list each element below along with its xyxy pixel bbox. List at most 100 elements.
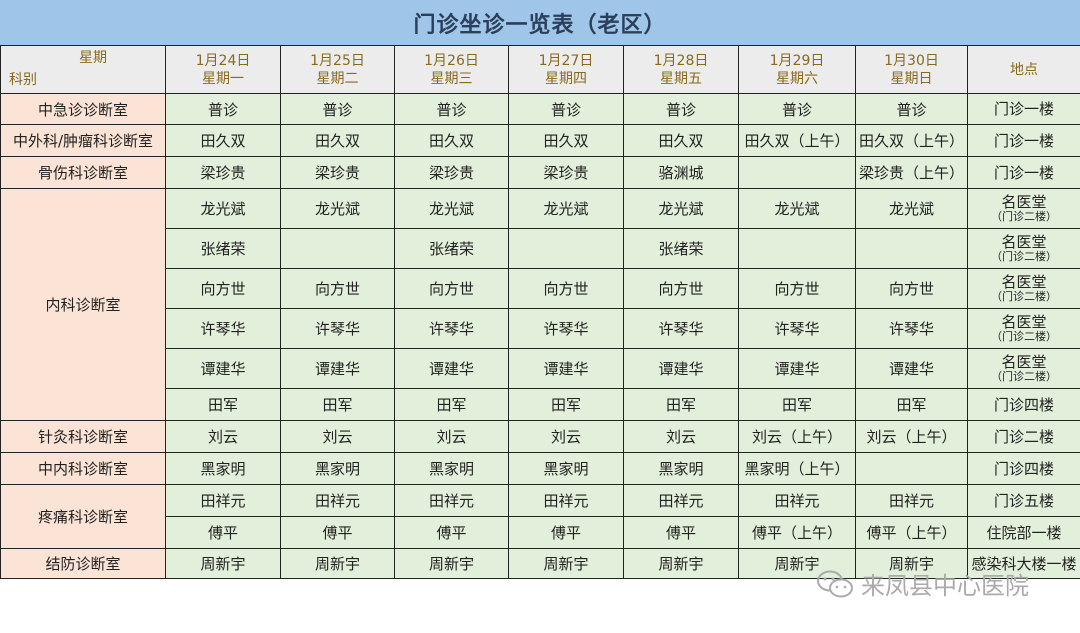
department-name: 结防诊断室: [0, 548, 166, 579]
doctor-cell: [738, 228, 856, 269]
table-row: 骨伤科诊断室 梁珍贵 梁珍贵 梁珍贵 梁珍贵 骆渊城 梁珍贵（上午） 门诊一楼: [0, 156, 1080, 189]
department-axis-label: 科别: [9, 72, 37, 88]
doctor-cell: 黑家明: [623, 452, 739, 485]
department-name: 内科诊断室: [0, 188, 166, 421]
doctor-cell: 田军: [394, 388, 509, 421]
doctor-cell: 傅平: [280, 516, 395, 549]
schedule-table: 星期 科别 1月24日 星期一 1月25日 星期二 1月26日 星期三 1月27日 星期四 1月…: [0, 45, 1080, 579]
doctor-cell: 刘云: [165, 420, 281, 453]
doctor-cell: 普诊: [394, 93, 509, 125]
doctor-cell: 龙光斌: [623, 188, 739, 229]
location-main: 住院部一楼: [986, 523, 1062, 542]
day-date: 1月29日: [769, 52, 825, 69]
doctor-cell: 周新宇: [508, 548, 624, 579]
table-row: 谭建华 谭建华 谭建华 谭建华 谭建华 谭建华 谭建华 名医堂 （门诊二楼）: [1, 348, 1080, 389]
department-name: 中内科诊断室: [0, 452, 166, 485]
doctor-cell: 许琴华: [165, 308, 281, 349]
doctor-cell: 普诊: [623, 93, 739, 125]
doctor-cell: 龙光斌: [855, 188, 968, 229]
doctor-cell: 向方世: [165, 268, 281, 309]
doctor-cell: 张绪荣: [165, 228, 281, 269]
doctor-cell: 龙光斌: [394, 188, 509, 229]
table-row: 田军 田军 田军 田军 田军 田军 田军 门诊四楼: [1, 388, 1080, 421]
location-main: 门诊四楼: [993, 459, 1054, 478]
doctor-cell: 黑家明: [280, 452, 395, 485]
doctor-cell: 许琴华: [394, 308, 509, 349]
watermark-text: 来凤县中心医院: [861, 572, 1029, 600]
doctor-cell: 傅平: [508, 516, 624, 549]
doctor-cell: 张绪荣: [623, 228, 739, 269]
watermark: 来凤县中心医院: [815, 566, 1029, 601]
doctor-cell: 田祥元: [280, 484, 395, 517]
doctor-cell: 谭建华: [738, 348, 856, 389]
table-row: 疼痛科诊断室 田祥元 田祥元 田祥元 田祥元 田祥元 田祥元 田祥元 门诊五楼: [0, 484, 1080, 549]
doctor-cell: 田久双: [165, 124, 281, 157]
doctor-cell: 傅平（上午）: [855, 516, 968, 549]
doctor-cell: 田久双: [394, 124, 509, 157]
location-main: 门诊五楼: [993, 491, 1054, 510]
doctor-cell: 谭建华: [394, 348, 509, 389]
location-cell: 住院部一楼: [967, 516, 1080, 549]
doctor-cell: 黑家明: [508, 452, 624, 485]
doctor-cell: 刘云（上午）: [738, 420, 856, 453]
location-cell: 门诊四楼: [967, 388, 1080, 421]
table-row: 向方世 向方世 向方世 向方世 向方世 向方世 向方世 名医堂 （门诊二楼）: [1, 268, 1080, 309]
doctor-cell: 谭建华: [623, 348, 739, 389]
table-row: 结防诊断室 周新宇 周新宇 周新宇 周新宇 周新宇 周新宇 周新宇 感染科大楼一楼: [0, 548, 1080, 579]
doctor-cell: 许琴华: [280, 308, 395, 349]
doctor-cell: 向方世: [623, 268, 739, 309]
doctor-cell: 周新宇: [280, 548, 395, 579]
doctor-cell: 谭建华: [165, 348, 281, 389]
doctor-cell: 周新宇: [855, 548, 968, 579]
location-sub: （门诊二楼）: [991, 330, 1057, 343]
doctor-cell: 普诊: [508, 93, 624, 125]
doctor-cell: 田军: [623, 388, 739, 421]
department-name: 疼痛科诊断室: [0, 484, 166, 549]
department-name: 针灸科诊断室: [0, 420, 166, 453]
doctor-cell: 梁珍贵: [165, 156, 281, 189]
weekday-axis-label: 星期: [79, 50, 107, 66]
page-title: 门诊坐诊一览表（老区）: [0, 0, 1080, 45]
doctor-cell: 向方世: [280, 268, 395, 309]
doctor-cell: 田军: [165, 388, 281, 421]
day-date: 1月25日: [310, 52, 365, 69]
location-main: 名医堂: [1001, 193, 1047, 211]
doctor-cell: 田军: [855, 388, 968, 421]
doctor-cell: 田祥元: [738, 484, 856, 517]
department-name: 中急诊诊断室: [0, 93, 166, 125]
doctor-cell: [508, 228, 624, 269]
location-main: 门诊一楼: [993, 131, 1054, 150]
location-main: 名医堂: [1001, 313, 1047, 331]
doctor-cell: 梁珍贵: [508, 156, 624, 189]
location-sub: （门诊二楼）: [991, 370, 1057, 383]
day-header: 1月25日 星期二: [280, 45, 395, 94]
day-header: 1月26日 星期三: [394, 45, 509, 94]
doctor-cell: 田祥元: [394, 484, 509, 517]
doctor-cell: [855, 228, 968, 269]
location-cell: 感染科大楼一楼: [967, 548, 1080, 579]
doctor-cell: 傅平: [623, 516, 739, 549]
location-cell: 门诊四楼: [967, 452, 1080, 485]
day-weekday: 星期二: [316, 70, 359, 87]
day-weekday: 星期日: [890, 70, 933, 87]
day-header: 1月28日 星期五: [623, 45, 739, 94]
department-name: 中外科/肿瘤科诊断室: [0, 124, 166, 157]
day-date: 1月24日: [195, 52, 251, 69]
doctor-cell: 田祥元: [855, 484, 968, 517]
doctor-cell: 龙光斌: [280, 188, 395, 229]
location-sub: （门诊二楼）: [991, 290, 1057, 303]
doctor-cell: 普诊: [165, 93, 281, 125]
location-main: 门诊一楼: [993, 100, 1054, 118]
doctor-cell: 田久双（上午）: [738, 124, 856, 157]
location-main: 名医堂: [1001, 273, 1047, 291]
location-cell: 门诊一楼: [967, 93, 1080, 125]
doctor-cell: 周新宇: [623, 548, 739, 579]
doctor-cell: 黑家明: [165, 452, 281, 485]
location-cell: 名医堂 （门诊二楼）: [967, 228, 1080, 269]
doctor-cell: 傅平: [165, 516, 281, 549]
doctor-cell: 许琴华: [738, 308, 856, 349]
location-main: 门诊二楼: [993, 427, 1054, 446]
location-cell: 门诊一楼: [967, 124, 1080, 157]
doctor-cell: 梁珍贵: [394, 156, 509, 189]
day-header: 1月30日 星期日: [855, 45, 968, 94]
